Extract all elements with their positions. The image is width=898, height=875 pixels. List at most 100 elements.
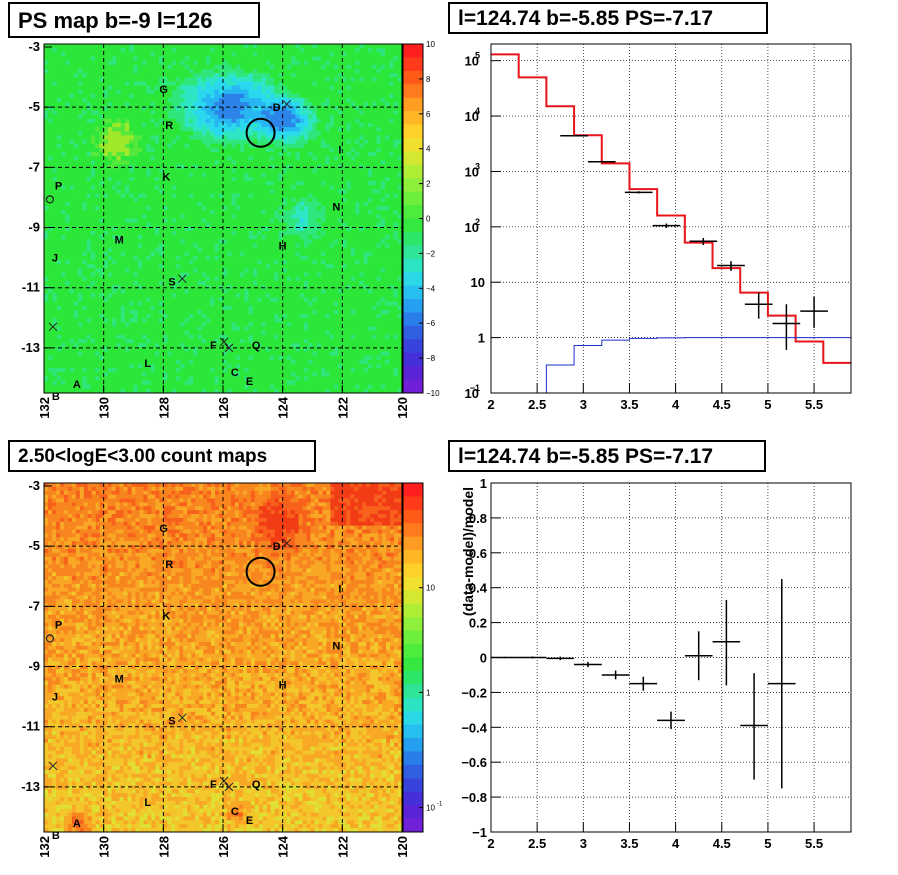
count-map-grid	[44, 483, 402, 832]
source-label: G	[159, 523, 168, 535]
y-tick-label: 0	[480, 651, 487, 666]
colorbar-swatch	[403, 670, 423, 685]
source-label: J	[52, 692, 58, 704]
ps-map-pixels	[44, 44, 403, 394]
y-tick-label: -13	[21, 779, 40, 794]
spectrum-plot-area	[491, 44, 851, 393]
y-tick-label: −0.8	[461, 790, 487, 805]
y-tick-label: -3	[28, 478, 40, 493]
colorbar-tick-label: 10	[426, 40, 435, 49]
colorbar-swatch	[403, 70, 423, 85]
colorbar-swatch	[403, 590, 423, 605]
colorbar-swatch	[403, 657, 423, 672]
y-tick-label: -7	[28, 159, 40, 174]
count-map-pixels	[44, 483, 403, 833]
source-o-marker	[45, 634, 55, 643]
x-tick-label: 5.5	[805, 836, 823, 851]
colorbar-tick-label: 1	[426, 688, 431, 697]
y-tick-label: -5	[28, 99, 40, 114]
colorbar-tick-exponent: -1	[437, 802, 443, 808]
colorbar-swatch	[403, 711, 423, 726]
source-label: D	[273, 102, 281, 114]
ps-map-panel: G D R I K P N M H J S F Q L CE A B -3 -5 -7 -9 -11 -13 132 130 12…	[21, 39, 410, 419]
colorbar-swatch	[403, 684, 423, 699]
colorbar-swatch	[403, 57, 423, 72]
source-label: S	[168, 277, 175, 289]
x-tick-label: 132	[37, 397, 52, 419]
source-label: R	[165, 559, 173, 571]
x-tick-label: 2.5	[528, 836, 546, 851]
source-label: C	[231, 367, 239, 379]
y-tick-label: 10	[465, 54, 479, 69]
colorbar-swatch	[403, 697, 423, 712]
y-tick-label: 1	[480, 476, 487, 491]
x-tick-label: 128	[156, 836, 171, 858]
spectrum-frame	[490, 43, 852, 394]
x-tick-label: 122	[335, 836, 350, 858]
y-tick-label: 0.6	[469, 546, 487, 561]
y-tick-label: 1	[478, 331, 485, 346]
colorbar-swatch	[403, 84, 423, 99]
y-tick-label: 10	[465, 109, 479, 124]
y-tick-label: 10	[465, 386, 479, 401]
colorbar-swatch	[403, 124, 423, 139]
colorbar-tick-label: −10	[426, 389, 440, 398]
colorbar-swatch	[403, 245, 423, 260]
target-circle	[245, 117, 276, 148]
colorbar-swatch	[403, 218, 423, 233]
ps-colorbar: 10 8 6 4 2 0 −2 −4 −6 −8 −10	[402, 40, 440, 398]
source-label: A	[73, 818, 81, 830]
colorbar-swatch	[403, 272, 423, 287]
y-tick-exponent: 3	[475, 161, 480, 171]
spectrum-title: l=124.74 b=-5.85 PS=-7.17	[448, 2, 768, 34]
x-tick-label: 5.5	[805, 397, 823, 412]
source-label: Q	[252, 779, 261, 791]
count-map-title: 2.50<logE<3.00 count maps	[8, 440, 316, 472]
colorbar-swatch	[403, 379, 423, 394]
source-label: R	[165, 120, 173, 132]
source-label: J	[52, 253, 58, 265]
ps-map-title: PS map b=-9 l=126	[8, 2, 260, 38]
x-tick-label: 130	[97, 397, 112, 419]
residual-plot: 2 2.5 3 3.5 4 4.5 5 5.5 −1 −0.8 −0.6 −0.4 −0.2 0 0.2 0.…	[460, 476, 852, 851]
colorbar-tick-label: −4	[426, 284, 436, 293]
source-label: E	[246, 376, 253, 388]
source-label: N	[332, 201, 340, 213]
source-label: F	[210, 340, 217, 352]
source-label: S	[168, 716, 175, 728]
x-tick-label: 130	[97, 836, 112, 858]
source-label: I	[338, 144, 341, 156]
source-label: B	[52, 391, 60, 403]
x-tick-label: 126	[216, 836, 231, 858]
model-step-line	[491, 53, 851, 364]
y-tick-label: -13	[21, 340, 40, 355]
colorbar-tick-label: 4	[426, 145, 431, 154]
colorbar-swatch	[403, 339, 423, 354]
colorbar-swatch	[403, 724, 423, 739]
source-x-marker	[224, 343, 234, 353]
colorbar-swatch	[403, 523, 423, 538]
y-tick-label: −0.6	[461, 755, 487, 770]
colorbar-tick-label: −8	[426, 354, 436, 363]
y-tick-label: −1	[472, 825, 487, 840]
x-tick-label: 120	[395, 397, 410, 419]
colorbar-swatch	[403, 366, 423, 381]
colorbar-swatch	[403, 778, 423, 793]
source-label: M	[115, 235, 124, 247]
x-tick-label: 3	[580, 836, 587, 851]
y-tick-label: 10	[465, 164, 479, 179]
source-label: F	[210, 779, 217, 791]
source-label: G	[159, 84, 168, 96]
colorbar-swatch	[403, 258, 423, 273]
source-label: K	[162, 610, 170, 622]
source-label: L	[144, 358, 151, 370]
colorbar-swatch	[403, 44, 423, 58]
y-tick-label: 0.8	[469, 511, 487, 526]
colorbar-swatch	[403, 617, 423, 632]
colorbar-swatch	[403, 483, 423, 497]
source-label: E	[246, 815, 253, 827]
colorbar-swatch	[403, 164, 423, 179]
source-x-marker	[177, 274, 187, 284]
x-tick-label: 124	[276, 396, 291, 418]
